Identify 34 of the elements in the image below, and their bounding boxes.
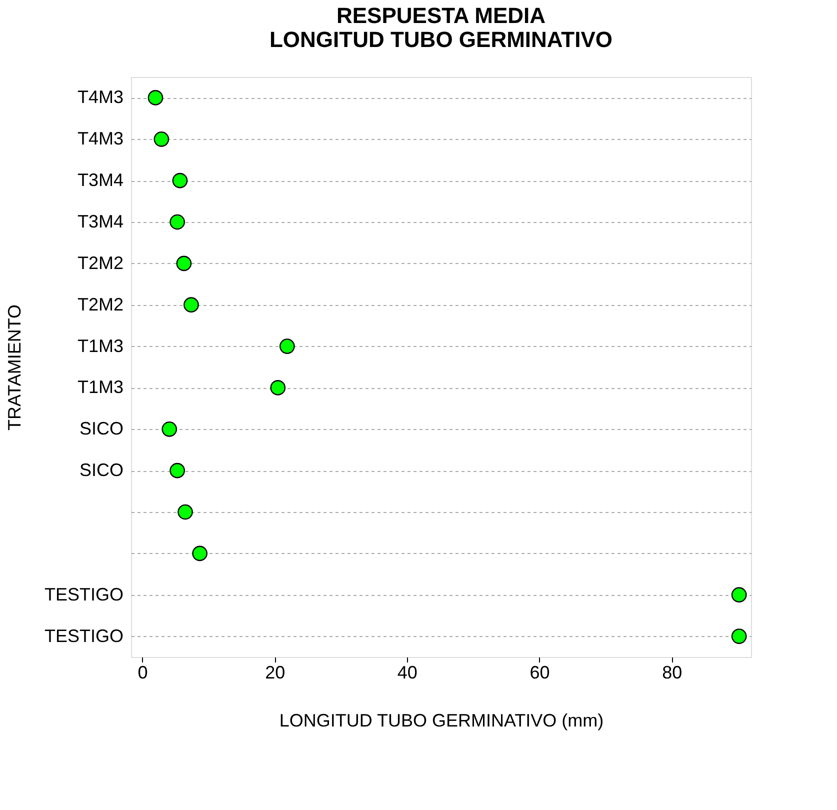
- point: [170, 214, 185, 230]
- point: [731, 628, 747, 644]
- y-tick-label: TESTIGO: [44, 584, 124, 604]
- y-tick-label: T4M3: [77, 128, 124, 149]
- point: [148, 90, 164, 106]
- point: [270, 380, 286, 396]
- x-tick-label: 0: [138, 662, 148, 682]
- point: [192, 546, 208, 562]
- point: [731, 587, 747, 603]
- point: [170, 462, 185, 478]
- x-tick-label: 60: [530, 662, 550, 682]
- chart-title: RESPUESTA MEDIA LONGITUD TUBO GERMINATIVO: [269, 3, 613, 52]
- x-tick-label: 40: [397, 662, 418, 682]
- point: [176, 256, 192, 272]
- y-tick-label: T1M3: [77, 377, 124, 398]
- y-tick-label: T3M4: [77, 212, 124, 232]
- y-tick-label: TESTIGO: [44, 626, 124, 646]
- point: [162, 421, 178, 437]
- x-axis-title: LONGITUD TUBO GERMINATIVO (mm): [279, 710, 604, 730]
- y-tick-label: SICO: [79, 418, 124, 439]
- y-tick-label: T3M4: [77, 170, 124, 190]
- y-axis-title: TRATAMIENTO: [4, 304, 24, 430]
- x-tick-label: 80: [662, 662, 682, 682]
- y-tick-label: SICO: [79, 460, 124, 480]
- point: [279, 338, 295, 354]
- y-tick-label: T4M3: [77, 87, 124, 108]
- x-tick-label: 20: [265, 662, 286, 682]
- point: [154, 131, 170, 147]
- y-tick-label: T2M2: [77, 294, 124, 314]
- y-tick-label: T1M3: [77, 336, 124, 356]
- point: [178, 504, 193, 520]
- y-tick-label: T2M2: [77, 252, 124, 273]
- point: [172, 172, 188, 188]
- point: [184, 297, 199, 313]
